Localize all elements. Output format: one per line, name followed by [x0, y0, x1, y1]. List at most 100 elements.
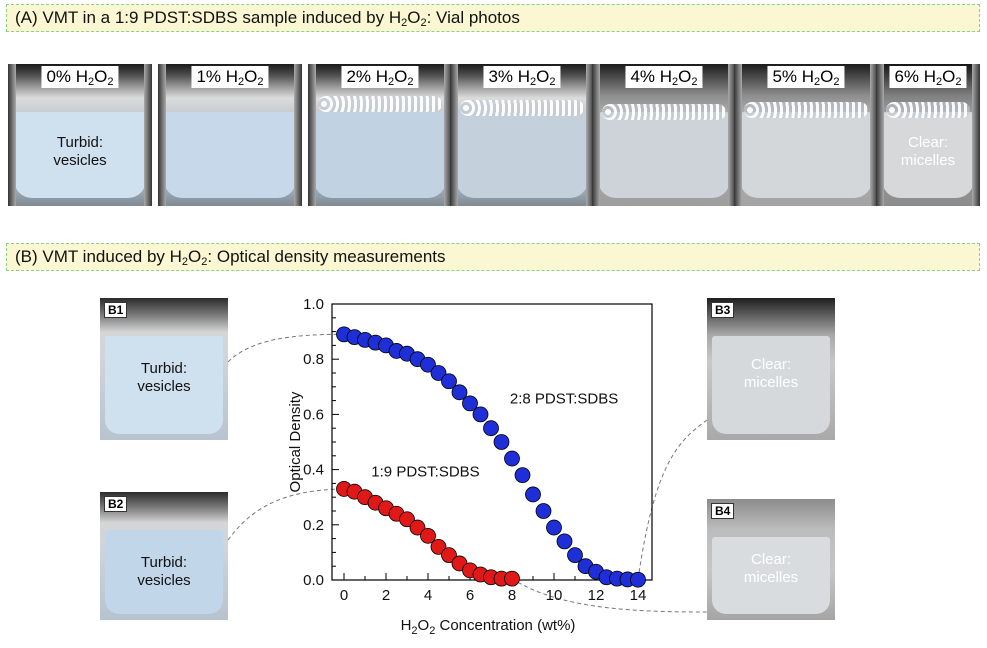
data-point-blue: [420, 356, 436, 373]
section-b-title: (B) VMT induced by H2O2: Optical density…: [6, 243, 980, 271]
data-point-blue: [567, 547, 583, 564]
vial-concentration-label: 2% H2O2: [341, 66, 419, 88]
section-a-title-suffix: : Vial photos: [426, 8, 520, 27]
y-tick-label: 0.4: [303, 462, 324, 479]
vial-liquid: [712, 537, 830, 614]
vial-liquid: [712, 336, 830, 434]
vial-state-text: Clear:: [907, 134, 948, 151]
vial-glass-edge: [734, 64, 742, 206]
bubble-layer: [744, 102, 868, 118]
vial-state-text: vesicles: [53, 152, 107, 169]
section-b-title-sub: 2: [181, 256, 189, 268]
vial-photo-b4: B4 Clear: micelles: [707, 499, 835, 620]
data-series: [336, 326, 646, 588]
vial-text-clear: Clear:: [750, 356, 791, 373]
section-a-title-text: (A) VMT in a 1:9 PDST:SDBS sample induce…: [15, 8, 402, 27]
vial-concentration-label: 6% H2O2: [889, 66, 967, 88]
vial-concentration-label: 4% H2O2: [625, 66, 703, 88]
vial-photo-b3: B3 Clear: micelles: [707, 298, 835, 440]
y-tick-label: 0.6: [303, 406, 324, 423]
section-a-title-sub: 2: [420, 17, 427, 29]
vial-text-turbid: Turbid:: [140, 360, 188, 377]
vial-tag-b2: B2: [104, 496, 128, 512]
data-point-blue: [556, 533, 573, 550]
data-point-blue: [535, 503, 552, 519]
data-point-blue: [504, 450, 520, 467]
connector-b2: [227, 488, 345, 541]
x-tick-label: 8: [508, 587, 516, 604]
data-point-blue: [630, 571, 646, 588]
x-tick-label: 12: [588, 587, 605, 604]
vial-photo-0: 0% H2O2 Turbid: vesicles: [8, 64, 152, 206]
x-tick-label: 6: [466, 587, 474, 604]
data-point-red: [504, 570, 520, 587]
vial-state-text: Turbid:: [56, 134, 104, 151]
vial-tag-b1: B1: [104, 302, 128, 318]
data-point-blue: [525, 486, 541, 503]
x-tick-label: 0: [340, 587, 348, 604]
y-tick-label: 0.0: [303, 572, 324, 589]
vial-liquid: [105, 336, 223, 434]
vial-text-turbid: Turbid:: [140, 554, 188, 571]
section-b-title-suffix: : Optical density measurements: [207, 247, 446, 266]
vial-liquid: [14, 112, 146, 198]
x-axis-label: H2O2 Concentration (wt%): [401, 617, 576, 637]
vial-photo-3: 3% H2O2: [450, 64, 594, 206]
section-b-title-text: (B) VMT induced by H: [15, 247, 182, 266]
vial-liquid: [598, 112, 730, 198]
vial-photo-b1: B1 Turbid: vesicles: [100, 298, 228, 440]
series-label-2-8: 2:8 PDST:SDBS: [510, 390, 618, 407]
data-point-red: [409, 519, 426, 536]
x-tick-label: 4: [424, 587, 432, 604]
vial-text-clear: Clear:: [750, 551, 791, 568]
vial-glass-edge: [8, 64, 16, 206]
vial-concentration-label: 0% H2O2: [41, 66, 119, 88]
connector-b4: [511, 578, 708, 613]
data-point-red: [420, 527, 436, 544]
y-axis-label: Optical Density: [287, 391, 304, 492]
bubble-layer: [886, 102, 970, 118]
vial-tag-b4: B4: [711, 503, 735, 519]
vial-liquid: [164, 112, 296, 198]
vial-liquid: [105, 530, 223, 614]
data-point-blue: [514, 467, 531, 484]
section-b-title-o: O: [188, 247, 202, 266]
vial-photo-5: 5% H2O2: [734, 64, 878, 206]
section-a-title-o: O: [407, 8, 421, 27]
section-b-title-sub: 2: [201, 256, 208, 268]
x-tick-label: 10: [546, 587, 563, 604]
section-a-title: (A) VMT in a 1:9 PDST:SDBS sample induce…: [6, 4, 980, 32]
section-a-title-sub: 2: [401, 17, 408, 29]
vial-glass-edge: [158, 64, 166, 206]
connector-lines: [227, 333, 708, 613]
data-point-blue: [430, 365, 447, 381]
bubble-layer: [602, 104, 726, 120]
vial-photo-6: 6% H2O2 Clear: micelles: [876, 64, 980, 206]
vial-liquid: [740, 112, 872, 198]
data-point-blue: [451, 384, 468, 401]
data-point-blue: [462, 395, 478, 412]
vial-glass-edge: [450, 64, 458, 206]
data-point-blue: [441, 373, 457, 390]
x-tick-label: 14: [630, 587, 647, 604]
vial-photo-b2: B2 Turbid: vesicles: [100, 492, 228, 620]
data-point-red: [430, 538, 447, 555]
vial-liquid: [456, 112, 588, 198]
vial-photo-4: 4% H2O2: [592, 64, 736, 206]
vial-glass-edge: [876, 64, 884, 206]
bubble-layer: [460, 100, 584, 116]
y-tick-label: 1.0: [303, 296, 324, 313]
vial-text-vesicles: vesicles: [137, 572, 191, 589]
vial-glass-edge: [592, 64, 600, 206]
vial-glass-edge: [308, 64, 316, 206]
series-label-1-9: 1:9 PDST:SDBS: [371, 464, 479, 481]
vial-tag-b3: B3: [711, 302, 735, 318]
vial-concentration-label: 1% H2O2: [191, 66, 269, 88]
data-point-blue: [472, 406, 489, 423]
data-point-red: [399, 511, 415, 528]
data-point-red: [441, 547, 457, 564]
vial-liquid: [882, 112, 974, 198]
data-point-blue: [546, 519, 562, 536]
vial-concentration-label: 3% H2O2: [483, 66, 561, 88]
